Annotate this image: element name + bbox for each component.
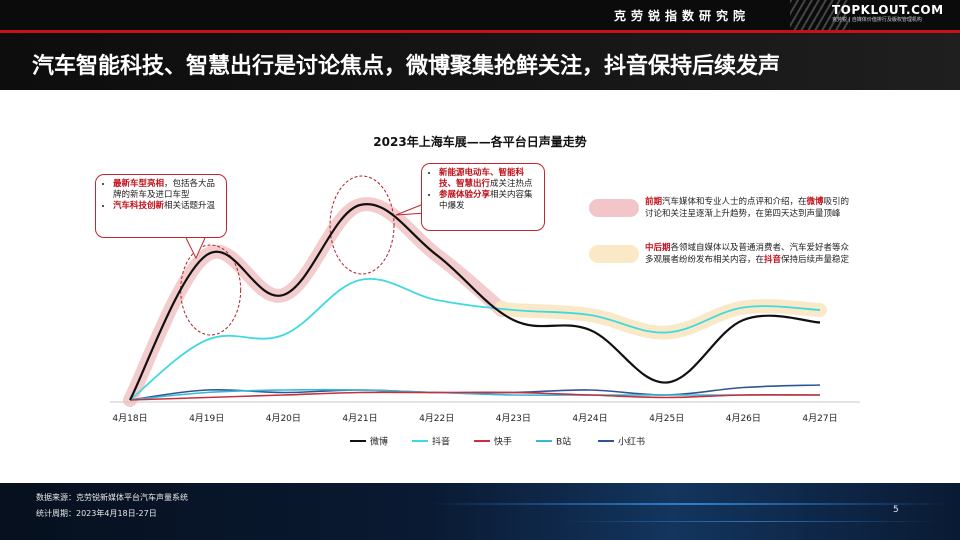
series-line-3: [129, 388, 820, 401]
callout-right-item-1: 新能源电动车、智能科技、智慧出行成关注热点: [439, 168, 538, 190]
callout-left-item-1: 最新车型亮相，包括各大品牌的新车及进口车型: [113, 179, 220, 201]
callout-right: 新能源电动车、智能科技、智慧出行成关注热点 参展体验分享相关内容集中爆发: [421, 163, 545, 231]
page-title: 汽车智能科技、智慧出行是讨论焦点，微博聚集抢鲜关注，抖音保持后续发声: [32, 54, 781, 79]
note-late-line2a: 多观展者纷纷发布相关内容，在: [645, 255, 765, 265]
footer-bar: [0, 483, 960, 540]
callout-right-item-2-text: 相关内容集中爆发: [439, 190, 533, 211]
peak-circle-2: [329, 175, 395, 275]
page-number: 5: [893, 505, 899, 515]
note-early-text1: 汽车媒体和专业人士的点评和介绍，在: [662, 197, 807, 207]
stripe-decoration: [790, 0, 850, 30]
callout-right-item-1-text: 成关注热点: [490, 179, 533, 189]
x-tick-label: 4月19日: [189, 413, 224, 424]
callout-left-item-2-highlight: 汽车科技创新: [113, 201, 165, 211]
top-bar: [0, 0, 960, 30]
callout-left: 最新车型亮相，包括各大品牌的新车及进口车型 汽车科技创新相关话题升温: [95, 174, 227, 238]
callout-right-item-1-highlight: 新能源电动车、智能科技、智慧出行: [439, 168, 525, 189]
callout-left-pointer: [185, 237, 206, 260]
logo-sub-text: 克劳锐 | 自媒体价值排行及版权管理机构: [832, 17, 922, 23]
note-early-lead: 前期: [645, 197, 663, 207]
peak-circle-1: [180, 244, 242, 336]
stat-period: 统计周期：2023年4月18日-27日: [36, 509, 157, 518]
callout-left-item-1-text: ，包括各大品牌的新车及进口车型: [113, 179, 216, 200]
x-tick-label: 4月20日: [266, 413, 301, 424]
x-tick-label: 4月26日: [726, 413, 761, 424]
x-tick-label: 4月21日: [342, 413, 377, 424]
legend-label-2: 快手: [494, 436, 512, 448]
note-early-weibo: 微博: [806, 197, 824, 207]
note-late: 中后期各领域自媒体以及普通消费者、汽车爱好者等众 多观展者纷纷发布相关内容，在抖…: [645, 242, 849, 266]
note-late-line2b: 保持后续声量稳定: [781, 255, 850, 265]
x-tick-label: 4月27日: [802, 413, 837, 424]
accent-line: [0, 30, 960, 33]
brand-logo: TOPKLOUT.COM 克劳锐 | 自媒体价值排行及版权管理机构: [832, 3, 944, 26]
legend-label-1: 抖音: [432, 436, 450, 448]
callout-right-pointer: [395, 202, 427, 216]
early-band-swatch: [589, 199, 639, 217]
x-tick-label: 4月25日: [649, 413, 684, 424]
legend-label-3: B站: [556, 436, 571, 448]
callout-left-item-1-highlight: 最新车型亮相: [113, 179, 165, 189]
series-line-2: [129, 391, 821, 401]
logo-main-text: TOPKLOUT.COM: [832, 3, 944, 17]
callout-left-item-2: 汽车科技创新相关话题升温: [113, 201, 220, 212]
legend-label-4: 小红书: [618, 436, 645, 448]
note-early-line2: 讨论和关注呈逐渐上升趋势，在第四天达到声量顶峰: [645, 209, 841, 219]
note-late-lead: 中后期: [645, 243, 671, 253]
callout-left-item-2-text: 相关话题升温: [164, 201, 216, 211]
callout-right-item-2-highlight: 参展体验分享: [439, 190, 491, 200]
note-late-text1: 各领域自媒体以及普通消费者、汽车爱好者等众: [670, 243, 850, 253]
note-late-douyin: 抖音: [764, 255, 782, 265]
footer-glow: [430, 503, 950, 505]
footer-glow-2: [560, 521, 940, 522]
data-source: 数据来源：克劳锐新媒体平台汽车声量系统: [36, 493, 188, 502]
org-name: 克劳锐指数研究院: [614, 9, 751, 23]
note-early-text2: 吸引的: [823, 197, 850, 207]
legend-label-0: 微博: [370, 436, 388, 448]
late-period-band: [494, 299, 827, 340]
chart-title: 2023年上海车展——各平台日声量走势: [373, 135, 587, 149]
x-tick-label: 4月23日: [496, 413, 531, 424]
series-line-0: [129, 202, 821, 401]
x-tick-label: 4月24日: [572, 413, 607, 424]
series-line-1: [129, 277, 821, 401]
note-early: 前期汽车媒体和专业人士的点评和介绍，在微博吸引的 讨论和关注呈逐渐上升趋势，在第…: [645, 196, 849, 220]
x-tick-label: 4月18日: [112, 413, 147, 424]
title-bar: [0, 33, 960, 90]
x-tick-label: 4月22日: [419, 413, 454, 424]
late-band-swatch: [589, 245, 639, 263]
callout-right-item-2: 参展体验分享相关内容集中爆发: [439, 190, 538, 212]
